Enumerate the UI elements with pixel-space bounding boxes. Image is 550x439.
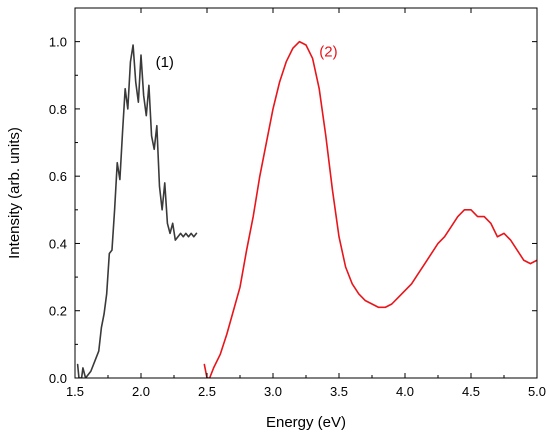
x-tick-label: 5.0 [528, 384, 546, 399]
x-tick-label: 4.0 [396, 384, 414, 399]
y-axis-title: Intensity (arb. units) [6, 127, 23, 259]
x-tick-label: 2.5 [198, 384, 216, 399]
series-annotation-2: (2) [319, 44, 337, 61]
y-tick-label: 1.0 [49, 35, 67, 50]
plot-frame [75, 8, 537, 378]
x-axis-title: Energy (eV) [266, 414, 346, 431]
y-tick-label: 0.8 [49, 102, 67, 117]
y-tick-label: 0.2 [49, 304, 67, 319]
label-layer: 1.5 2.0 2.5 3.0 3.5 4.0 4.5 5.0 0.0 0.2 0.4 0.6 0.8 1… [49, 35, 546, 399]
x-tick-label: 3.0 [264, 384, 282, 399]
x-tick-label: 3.5 [330, 384, 348, 399]
series-line-1 [78, 45, 197, 378]
axis-layer [75, 8, 537, 378]
series-layer [78, 42, 537, 378]
series-annotation-1: (1) [156, 54, 174, 71]
x-tick-label: 4.5 [462, 384, 480, 399]
y-tick-label: 0.0 [49, 371, 67, 386]
y-tick-label: 0.6 [49, 169, 67, 184]
x-tick-label: 1.5 [66, 384, 84, 399]
series-line-2 [204, 42, 537, 378]
y-tick-label: 0.4 [49, 236, 67, 251]
x-tick-label: 2.0 [132, 384, 150, 399]
